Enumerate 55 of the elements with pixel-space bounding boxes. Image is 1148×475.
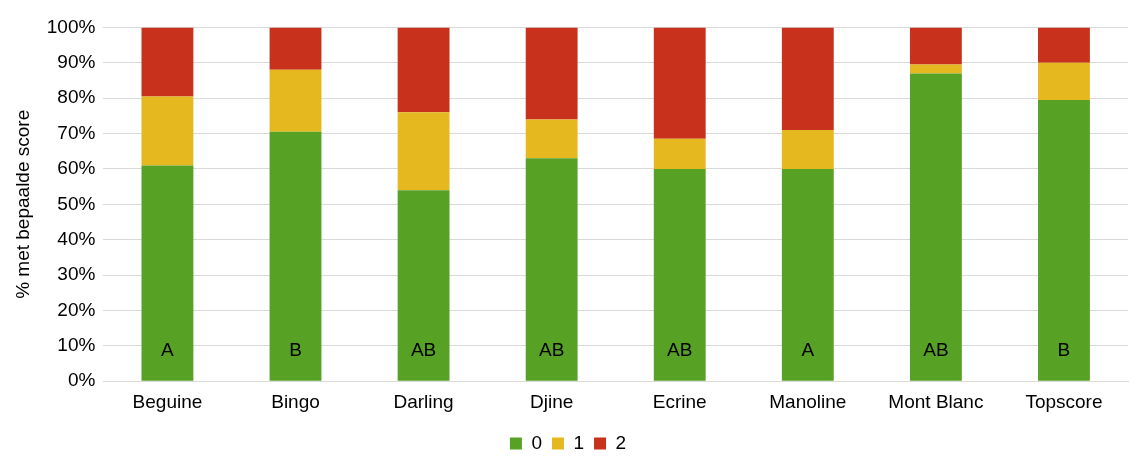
bar (397, 190, 450, 381)
bar (141, 96, 194, 166)
bar (781, 168, 834, 381)
y-tick-label: 30% (57, 263, 96, 285)
y-tick-label: 60% (57, 157, 96, 179)
annotation: AB (538, 339, 565, 361)
bar (397, 27, 450, 113)
annotation: B (1057, 339, 1071, 361)
y-tick-label: 90% (57, 51, 96, 73)
y-tick-label: 0% (67, 369, 96, 391)
bar (1038, 27, 1090, 63)
bar (525, 27, 578, 120)
x-tick-label: Mont Blanc (888, 390, 984, 412)
bar (525, 119, 578, 159)
bar (1038, 99, 1090, 381)
bar (397, 112, 450, 191)
x-tick-label: Topscore (1025, 390, 1103, 412)
bar (1038, 62, 1090, 100)
x-tick-label: Darling (393, 390, 454, 412)
bar (269, 69, 322, 132)
annotation: A (801, 339, 815, 361)
x-tick-label: Manoline (769, 390, 847, 412)
bar (909, 27, 962, 65)
y-axis-title: % met bepaalde score (11, 109, 33, 299)
y-tick-label: 50% (57, 192, 96, 214)
bar (781, 130, 834, 169)
legend-label: 0 (531, 431, 542, 453)
x-tick-label: Beguine (132, 390, 203, 412)
bar (525, 158, 578, 381)
y-tick-label: 20% (57, 298, 96, 320)
y-tick-label: 70% (57, 121, 96, 143)
y-tick-label: 10% (57, 334, 96, 356)
annotation: A (161, 339, 175, 361)
bar (653, 168, 706, 381)
bar (909, 64, 962, 74)
bar (141, 165, 194, 381)
bar (269, 27, 322, 70)
bar (141, 27, 194, 97)
annotation: AB (410, 339, 437, 361)
y-tick-label: 80% (57, 86, 96, 108)
legend-label: 1 (573, 431, 585, 453)
y-tick-label: 100% (46, 15, 96, 37)
annotation: B (289, 339, 302, 361)
legend-label: 2 (615, 431, 627, 453)
bar (909, 73, 962, 381)
x-tick-label: Ecrine (652, 390, 707, 412)
y-tick-label: 40% (57, 227, 96, 249)
x-tick-label: Bingo (271, 390, 320, 412)
bar (269, 131, 322, 381)
bar (781, 27, 834, 130)
x-tick-label: Djine (530, 390, 574, 412)
bar (653, 138, 706, 169)
annotation: AB (667, 339, 693, 361)
bar (653, 27, 706, 139)
annotation: AB (923, 339, 949, 361)
